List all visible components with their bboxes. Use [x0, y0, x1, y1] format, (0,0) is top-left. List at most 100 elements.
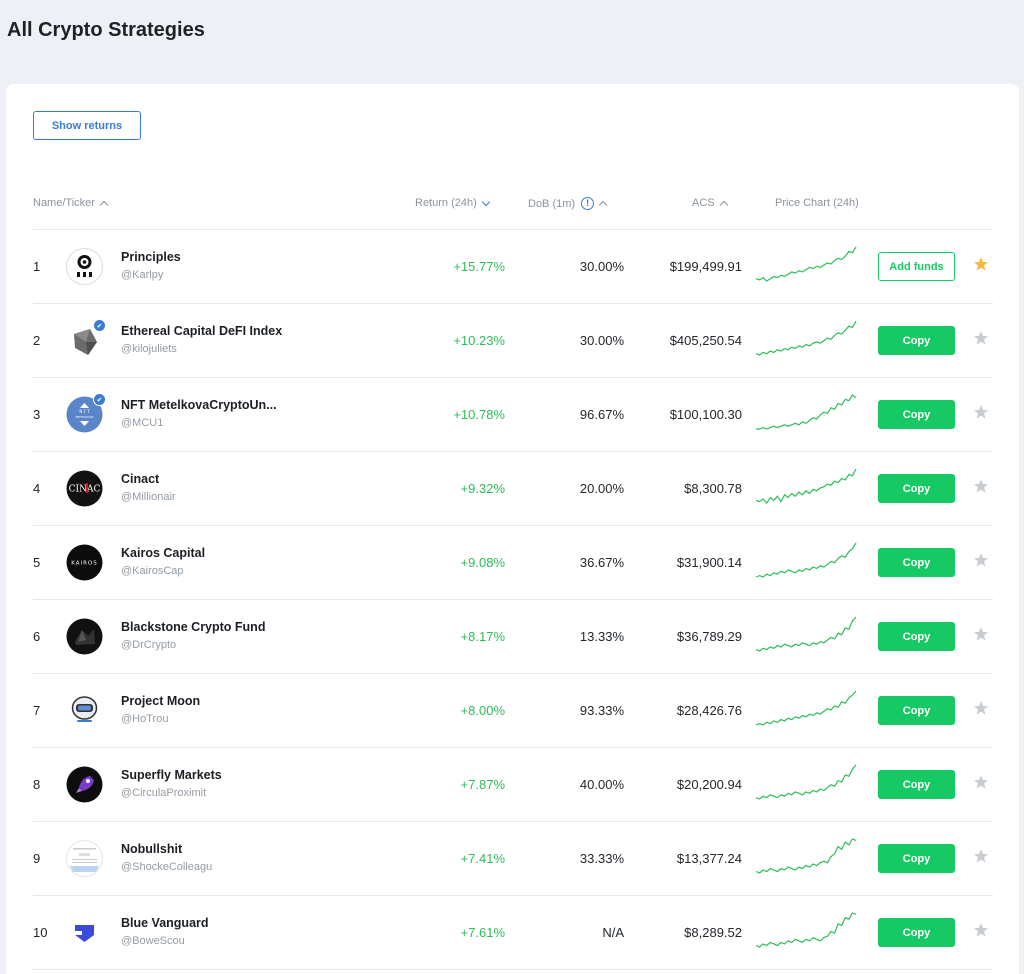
astronaut-icon[interactable]: [66, 692, 103, 729]
copy-button[interactable]: Copy: [878, 400, 955, 429]
table-row[interactable]: 6 Blackstone Crypto Fund @DrCrypto +8.17…: [33, 600, 993, 674]
column-header-name[interactable]: Name/Ticker: [33, 197, 109, 209]
table-row[interactable]: 2 ✔ Ethereal Capital DeFI Index @kilojul…: [33, 304, 993, 378]
cinact-logo-icon[interactable]: CINAC: [66, 470, 103, 507]
strategy-handle[interactable]: @HoTrou: [121, 713, 169, 725]
star-icon[interactable]: [973, 330, 989, 346]
table-row[interactable]: 7 Project Moon @HoTrou +8.00% 93.33% $28…: [33, 674, 993, 748]
acs-value: $13,377.24: [676, 851, 742, 866]
star-icon[interactable]: [973, 922, 989, 938]
return-value: +15.77%: [453, 259, 505, 274]
sort-up-icon: [598, 200, 608, 210]
copy-button[interactable]: Copy: [878, 326, 955, 355]
copy-button[interactable]: Copy: [878, 844, 955, 873]
strategy-name[interactable]: Principles: [121, 250, 181, 264]
strategy-name[interactable]: Blackstone Crypto Fund: [121, 620, 266, 634]
dob-value: 93.33%: [579, 703, 624, 718]
star-icon[interactable]: [973, 256, 989, 272]
strategy-handle[interactable]: @Karlpy: [121, 269, 164, 281]
strategy-handle[interactable]: @Millionair: [121, 491, 176, 503]
star-icon[interactable]: [973, 404, 989, 420]
copy-button[interactable]: Copy: [878, 918, 955, 947]
strategy-handle[interactable]: @MCU1: [121, 417, 164, 429]
table-row[interactable]: 8 Superfly Markets @CirculaProximit +7.8…: [33, 748, 993, 822]
strategy-name[interactable]: Cinact: [121, 472, 160, 486]
strategy-name[interactable]: NFT MetelkovaCryptoUn...: [121, 398, 277, 412]
star-icon[interactable]: [973, 848, 989, 864]
table-row[interactable]: 3 N F T METELKOVA ✔ NFT MetelkovaCryptoUn…: [33, 378, 993, 452]
star-icon[interactable]: [973, 626, 989, 642]
star-icon[interactable]: [973, 552, 989, 568]
dob-value: 33.33%: [579, 851, 624, 866]
strategy-handle[interactable]: @KairosCap: [121, 565, 184, 577]
column-header-acs[interactable]: ACS: [692, 197, 728, 209]
price-sparkline: [755, 616, 857, 652]
nobullshit-logo-icon[interactable]: [66, 840, 103, 877]
copy-button[interactable]: Copy: [878, 770, 955, 799]
rank-number: 6: [33, 629, 41, 644]
strategy-handle[interactable]: @CirculaProximit: [121, 787, 207, 799]
principles-logo-icon[interactable]: [66, 248, 103, 285]
copy-button[interactable]: Copy: [878, 622, 955, 651]
strategy-handle[interactable]: @kilojuliets: [121, 343, 177, 355]
star-icon[interactable]: [973, 478, 989, 494]
table-row[interactable]: 1 Principles @Karlpy +15.77% 30.00% $199…: [33, 230, 993, 304]
table-row[interactable]: 9 Nobullshit @ShockeColleagu +7.41% 33.3…: [33, 822, 993, 896]
strategy-handle[interactable]: @ShockeColleagu: [121, 861, 213, 873]
rank-number: 3: [33, 407, 41, 422]
strategy-name[interactable]: Blue Vanguard: [121, 916, 209, 930]
rank-number: 2: [33, 333, 41, 348]
price-sparkline: [755, 690, 857, 726]
blackstone-logo-icon[interactable]: [66, 618, 103, 655]
rank-number: 8: [33, 777, 41, 792]
column-header-name-label: Name/Ticker: [33, 197, 95, 209]
ethereal-cube-icon[interactable]: ✔: [66, 319, 106, 359]
column-header-chart: Price Chart (24h): [775, 197, 859, 209]
price-sparkline: [756, 394, 857, 430]
return-value: +9.08%: [460, 555, 505, 570]
strategy-name[interactable]: Nobullshit: [121, 842, 183, 856]
column-header-return[interactable]: Return (24h): [415, 197, 491, 209]
column-header-dob[interactable]: DoB (1m) !: [528, 197, 608, 210]
dob-value: 30.00%: [579, 259, 624, 274]
rank-number: 5: [33, 555, 41, 570]
show-returns-button[interactable]: Show returns: [33, 111, 141, 140]
strategy-name[interactable]: Project Moon: [121, 694, 201, 708]
dob-value: 36.67%: [579, 555, 624, 570]
price-sparkline: [755, 468, 857, 504]
sparkline-line: [756, 394, 857, 430]
svg-text:N F T: N F T: [79, 409, 90, 414]
acs-value: $31,900.14: [676, 555, 742, 570]
kairos-logo-icon[interactable]: KAIROS: [66, 544, 103, 581]
acs-value: $36,789.29: [676, 629, 742, 644]
page-title: All Crypto Strategies: [7, 19, 205, 41]
star-icon[interactable]: [973, 700, 989, 716]
price-sparkline: [755, 764, 857, 800]
table-row[interactable]: 4 CINAC Cinact @Millionair +9.32% 20.00%…: [33, 452, 993, 526]
dob-value: 30.00%: [579, 333, 624, 348]
copy-button[interactable]: Copy: [878, 548, 955, 577]
copy-button[interactable]: Copy: [878, 696, 955, 725]
strategy-name[interactable]: Ethereal Capital DeFI Index: [121, 324, 283, 338]
add-funds-button[interactable]: Add funds: [878, 252, 955, 281]
strategy-name[interactable]: Superfly Markets: [121, 768, 222, 782]
sparkline-line: [755, 838, 857, 874]
info-icon[interactable]: !: [581, 197, 595, 210]
column-header-return-label: Return (24h): [415, 197, 477, 209]
star-icon[interactable]: [973, 774, 989, 790]
blue-vanguard-icon[interactable]: [66, 914, 103, 951]
copy-button[interactable]: Copy: [878, 474, 955, 503]
sort-up-icon: [99, 200, 109, 209]
strategy-name[interactable]: Kairos Capital: [121, 546, 206, 560]
strategy-handle[interactable]: @DrCrypto: [121, 639, 177, 651]
sparkline-line: [755, 690, 857, 726]
svg-text:KAIROS: KAIROS: [71, 561, 98, 567]
table-row[interactable]: 5 KAIROS Kairos Capital @KairosCap +9.08…: [33, 526, 993, 600]
return-value: +7.61%: [460, 925, 505, 940]
table-row[interactable]: 10 Blue Vanguard @BoweScou +7.61% N/A $8…: [33, 896, 993, 970]
rocket-icon[interactable]: [66, 766, 103, 803]
strategy-handle[interactable]: @BoweScou: [121, 935, 185, 947]
acs-value: $8,289.52: [684, 925, 742, 940]
nft-metelkova-icon[interactable]: N F T METELKOVA ✔: [66, 393, 106, 433]
rank-number: 7: [33, 703, 41, 718]
